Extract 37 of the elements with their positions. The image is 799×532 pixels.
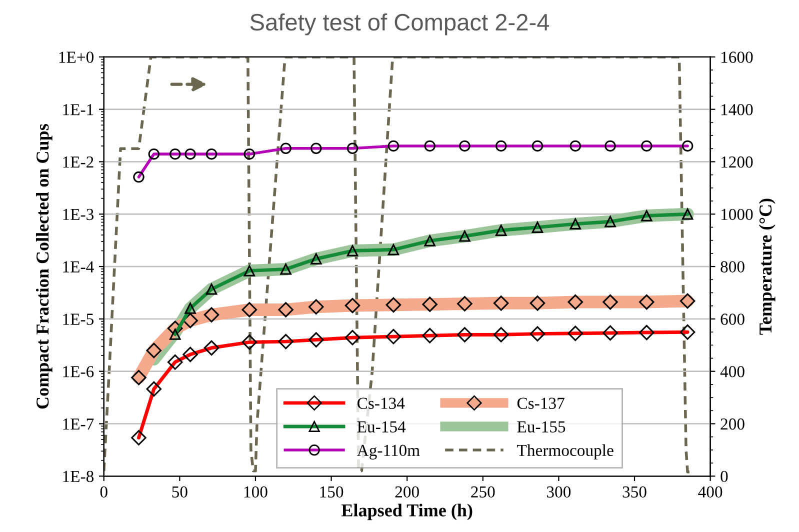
chart-title: Safety test of Compact 2-2-4 xyxy=(250,13,550,36)
y-tick-label: 1E-7 xyxy=(63,418,94,430)
x-tick-label: 200 xyxy=(395,486,419,498)
legend-label: Ag-110m xyxy=(356,444,420,460)
y2-axis-title: Temperature (°C) xyxy=(758,198,776,335)
y2-tick-label: 600 xyxy=(720,314,744,325)
y-tick-label: 1E-1 xyxy=(63,104,94,116)
x-tick-label: 0 xyxy=(100,486,108,498)
y2-tick-label: 200 xyxy=(720,418,744,430)
y-tick-label: 1E-6 xyxy=(63,366,94,378)
x-tick-label: 250 xyxy=(471,486,495,498)
y2-tick-label: 0 xyxy=(720,470,728,482)
x-tick-label: 350 xyxy=(622,486,646,498)
x-tick-label: 100 xyxy=(244,486,268,498)
y2-tick-label: 1000 xyxy=(722,208,753,220)
legend-label: Eu-155 xyxy=(517,421,566,432)
legend-label: Cs-137 xyxy=(517,398,564,409)
legend-label: Cs-134 xyxy=(358,398,405,409)
y-axis-title: Compact Fraction Collected on Cups xyxy=(36,124,52,409)
y2-tick-label: 400 xyxy=(720,366,744,378)
x-tick-label: 50 xyxy=(172,486,188,498)
y-tick-label: 1E+0 xyxy=(59,52,94,63)
y2-tick-label: 1600 xyxy=(722,52,753,63)
y-tick-label: 1E-3 xyxy=(63,208,94,220)
y-tick-label: 1E-5 xyxy=(63,314,94,325)
y2-tick-label: 1200 xyxy=(722,156,753,168)
legend-label: Thermocouple xyxy=(517,444,614,460)
x-tick-label: 300 xyxy=(547,486,571,498)
y-tick-label: 1E-8 xyxy=(63,470,94,482)
y-tick-label: 1E-2 xyxy=(63,156,94,168)
x-tick-label: 400 xyxy=(698,486,722,498)
y2-tick-label: 800 xyxy=(720,261,744,272)
y2-tick-label: 1400 xyxy=(722,104,753,116)
y-tick-label: 1E-4 xyxy=(63,261,94,272)
x-tick-label: 150 xyxy=(320,486,344,498)
x-axis-title: Elapsed Time (h) xyxy=(342,504,472,520)
legend-label: Eu-154 xyxy=(357,421,406,432)
